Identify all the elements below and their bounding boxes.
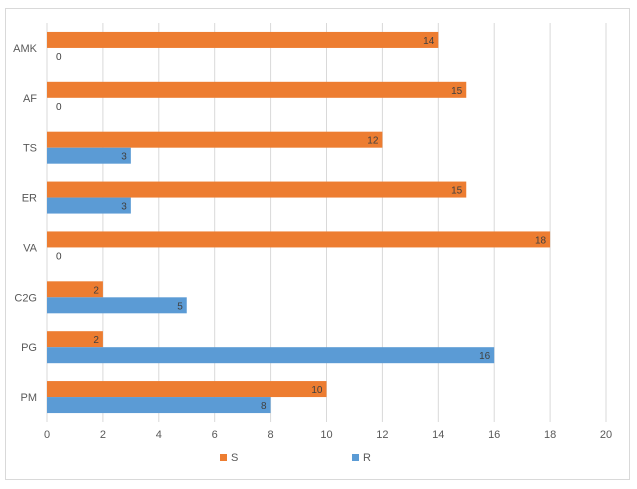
legend-label-r: R [363, 452, 371, 464]
bar-s [47, 31, 439, 48]
bar-s [47, 181, 467, 198]
category-label: PM [21, 392, 38, 404]
category-labels: AMK AF TS ER VA C2G PG PM [13, 43, 38, 404]
bar-s [47, 231, 551, 248]
category-label: PG [21, 342, 37, 354]
data-label: 10 [311, 385, 323, 396]
legend-label-s: S [231, 452, 238, 464]
data-label: 15 [451, 186, 463, 197]
x-tick-label: 6 [212, 429, 218, 441]
category-label: VA [23, 242, 38, 254]
data-label: 0 [56, 102, 62, 113]
data-label: 0 [56, 251, 62, 262]
data-label: 15 [451, 86, 463, 97]
category-label: AF [23, 93, 37, 105]
x-tick-labels: 0 2 4 6 8 10 12 14 16 18 20 [44, 429, 612, 441]
x-tick-label: 18 [544, 429, 556, 441]
bar-s [47, 81, 467, 98]
category-label: AMK [13, 43, 38, 55]
x-tick-label: 16 [488, 429, 500, 441]
x-tick-label: 4 [156, 429, 162, 441]
data-label: 3 [121, 202, 127, 213]
category-label: TS [23, 143, 37, 155]
bar-s [47, 281, 103, 298]
data-label: 2 [93, 335, 99, 346]
x-tick-label: 20 [600, 429, 612, 441]
data-label: 8 [261, 401, 267, 412]
category-label: C2G [14, 292, 37, 304]
data-label: 14 [423, 36, 435, 47]
legend-swatch-s [220, 454, 227, 461]
bar-r [47, 297, 187, 314]
data-label: 5 [177, 301, 183, 312]
legend-swatch-r [352, 454, 359, 461]
bar-r [47, 197, 131, 214]
category-label: ER [22, 193, 37, 205]
data-label: 16 [479, 351, 491, 362]
x-tick-label: 14 [432, 429, 444, 441]
x-tick-label: 8 [268, 429, 274, 441]
bar-s [47, 131, 383, 148]
bar-s [47, 331, 103, 348]
data-label: 12 [367, 136, 379, 147]
bar-r [47, 147, 131, 164]
data-label: 2 [93, 285, 99, 296]
bars: 14 0 15 0 12 3 15 3 18 0 2 5 2 16 10 8 [47, 31, 551, 414]
bar-s [47, 381, 327, 398]
data-label: 3 [121, 152, 127, 163]
x-tick-label: 10 [320, 429, 332, 441]
data-label: 18 [535, 235, 547, 246]
data-label: 0 [56, 52, 62, 63]
x-tick-label: 12 [376, 429, 388, 441]
x-tick-label: 2 [100, 429, 106, 441]
bar-r [47, 397, 271, 414]
x-tick-label: 0 [44, 429, 50, 441]
bar-r [47, 347, 495, 364]
